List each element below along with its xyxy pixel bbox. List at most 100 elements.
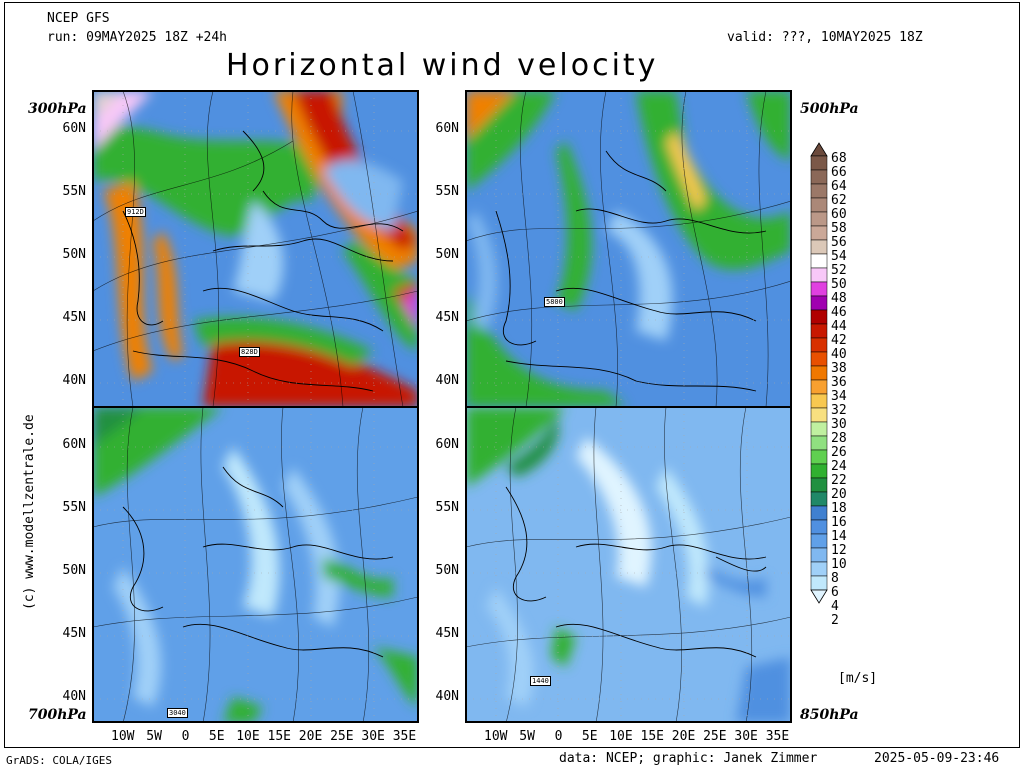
grads-credit: GrADS: COLA/IGES (6, 754, 112, 767)
colorbar-tick-label: 4 (831, 599, 839, 614)
colorbar-segment (810, 281, 828, 297)
lat-label: 45N (435, 310, 459, 325)
colorbar-tick-label: 42 (831, 333, 847, 348)
lat-label: 50N (435, 247, 459, 262)
colorbar-tick-label: 34 (831, 389, 847, 404)
colorbar-tick-label: 8 (831, 571, 839, 586)
height-label-700: 3040 (167, 708, 188, 718)
lat-label: 55N (435, 500, 459, 515)
map-panel-500hpa (466, 91, 791, 407)
colorbar-segment (810, 183, 828, 199)
colorbar-tick-label: 6 (831, 585, 839, 600)
lon-label: 5E (581, 729, 598, 744)
lon-label: 25E (703, 729, 727, 744)
colorbar-bottom-arrow (810, 589, 828, 604)
colorbar-tick-label: 46 (831, 305, 847, 320)
colorbar-segment (810, 351, 828, 367)
colorbar-segment (810, 491, 828, 507)
lon-label: 35E (392, 729, 417, 744)
lat-label: 40N (435, 689, 459, 704)
lat-label: 50N (435, 563, 459, 578)
lon-label: 25E (330, 729, 354, 744)
colorbar-unit: [m/s] (838, 671, 878, 686)
level-label-300: 300hPa (28, 101, 87, 117)
colorbar-tick-label: 20 (831, 487, 847, 502)
colorbar-segment (810, 449, 828, 465)
colorbar-tick-label: 22 (831, 473, 847, 488)
colorbar-tick-label: 62 (831, 193, 847, 208)
lat-label: 40N (62, 689, 86, 704)
left-panels-divider (92, 406, 419, 408)
colorbar-tick-label: 56 (831, 235, 847, 250)
colorbar-segment (810, 477, 828, 493)
lon-label: 15E (267, 729, 291, 744)
colorbar-tick-label: 40 (831, 347, 847, 362)
colorbar-segment (810, 407, 828, 423)
colorbar-tick-label: 30 (831, 417, 847, 432)
colorbar-segment (810, 379, 828, 395)
lon-label: 30E (734, 729, 758, 744)
colorbar-segment (810, 295, 828, 311)
height-label-300b: 828D (239, 347, 260, 357)
colorbar-tick-label: 2 (831, 613, 839, 628)
colorbar-tick-label: 10 (831, 557, 847, 572)
colorbar-tick-label: 44 (831, 319, 847, 334)
height-label-300: 912D (125, 207, 146, 217)
lat-label: 45N (435, 626, 459, 641)
colorbar-segment (810, 435, 828, 451)
data-credit: data: NCEP; graphic: Janek Zimmer (559, 751, 818, 766)
colorbar-tick-label: 60 (831, 207, 847, 222)
colorbar-segment (810, 561, 828, 577)
lon-label: 10W (484, 729, 508, 744)
colorbar-tick-label: 32 (831, 403, 847, 418)
colorbar-tick-label: 58 (831, 221, 847, 236)
valid-time: valid: ???, 10MAY2025 18Z (727, 30, 923, 45)
colorbar-tick-label: 14 (831, 529, 847, 544)
colorbar-tick-label: 18 (831, 501, 847, 516)
colorbar-tick-label: 16 (831, 515, 847, 530)
timestamp: 2025-05-09-23:46 (874, 751, 1000, 766)
colorbar-segment (810, 519, 828, 535)
colorbar-segment (810, 253, 828, 269)
lon-label: 10W (111, 729, 135, 744)
lat-label: 60N (435, 437, 459, 452)
colorbar-segment (810, 505, 828, 521)
lon-label: 10E (236, 729, 260, 744)
colorbar-segment (810, 365, 828, 381)
colorbar-segment (810, 211, 828, 227)
lat-label: 50N (62, 563, 86, 578)
website-credit: (c) www.modellzentrale.de (22, 414, 37, 610)
lat-label: 40N (435, 373, 459, 388)
map-panel-700hpa (93, 407, 418, 723)
level-label-700: 700hPa (28, 707, 87, 723)
colorbar-tick-label: 24 (831, 459, 847, 474)
lat-label: 60N (435, 121, 459, 136)
lon-label: 5W (519, 729, 535, 744)
colorbar-segment (810, 267, 828, 283)
colorbar-segment (810, 547, 828, 563)
colorbar-tick-label: 50 (831, 277, 847, 292)
colorbar-tick-label: 36 (831, 375, 847, 390)
lon-label: 5W (146, 729, 162, 744)
lat-label: 55N (62, 184, 86, 199)
map-panel-300hpa (93, 91, 418, 407)
colorbar-tick-label: 28 (831, 431, 847, 446)
page-title: Horizontal wind velocity (226, 48, 659, 83)
colorbar-segment (810, 197, 828, 213)
colorbar-segment (810, 421, 828, 437)
lon-label: 10E (609, 729, 633, 744)
colorbar-segment (810, 155, 828, 171)
lon-label: 5E (208, 729, 225, 744)
colorbar-segment (810, 575, 828, 591)
lon-label: 20E (298, 729, 323, 744)
lat-label: 45N (62, 310, 86, 325)
lat-label: 50N (62, 247, 86, 262)
lon-label: 0 (554, 729, 563, 744)
lon-label: 30E (361, 729, 385, 744)
colorbar-tick-label: 52 (831, 263, 847, 278)
lat-label: 55N (435, 184, 459, 199)
colorbar-segment (810, 533, 828, 549)
model-name: NCEP GFS (47, 11, 110, 26)
map-panel-850hpa (466, 407, 791, 723)
colorbar-tick-label: 12 (831, 543, 847, 558)
